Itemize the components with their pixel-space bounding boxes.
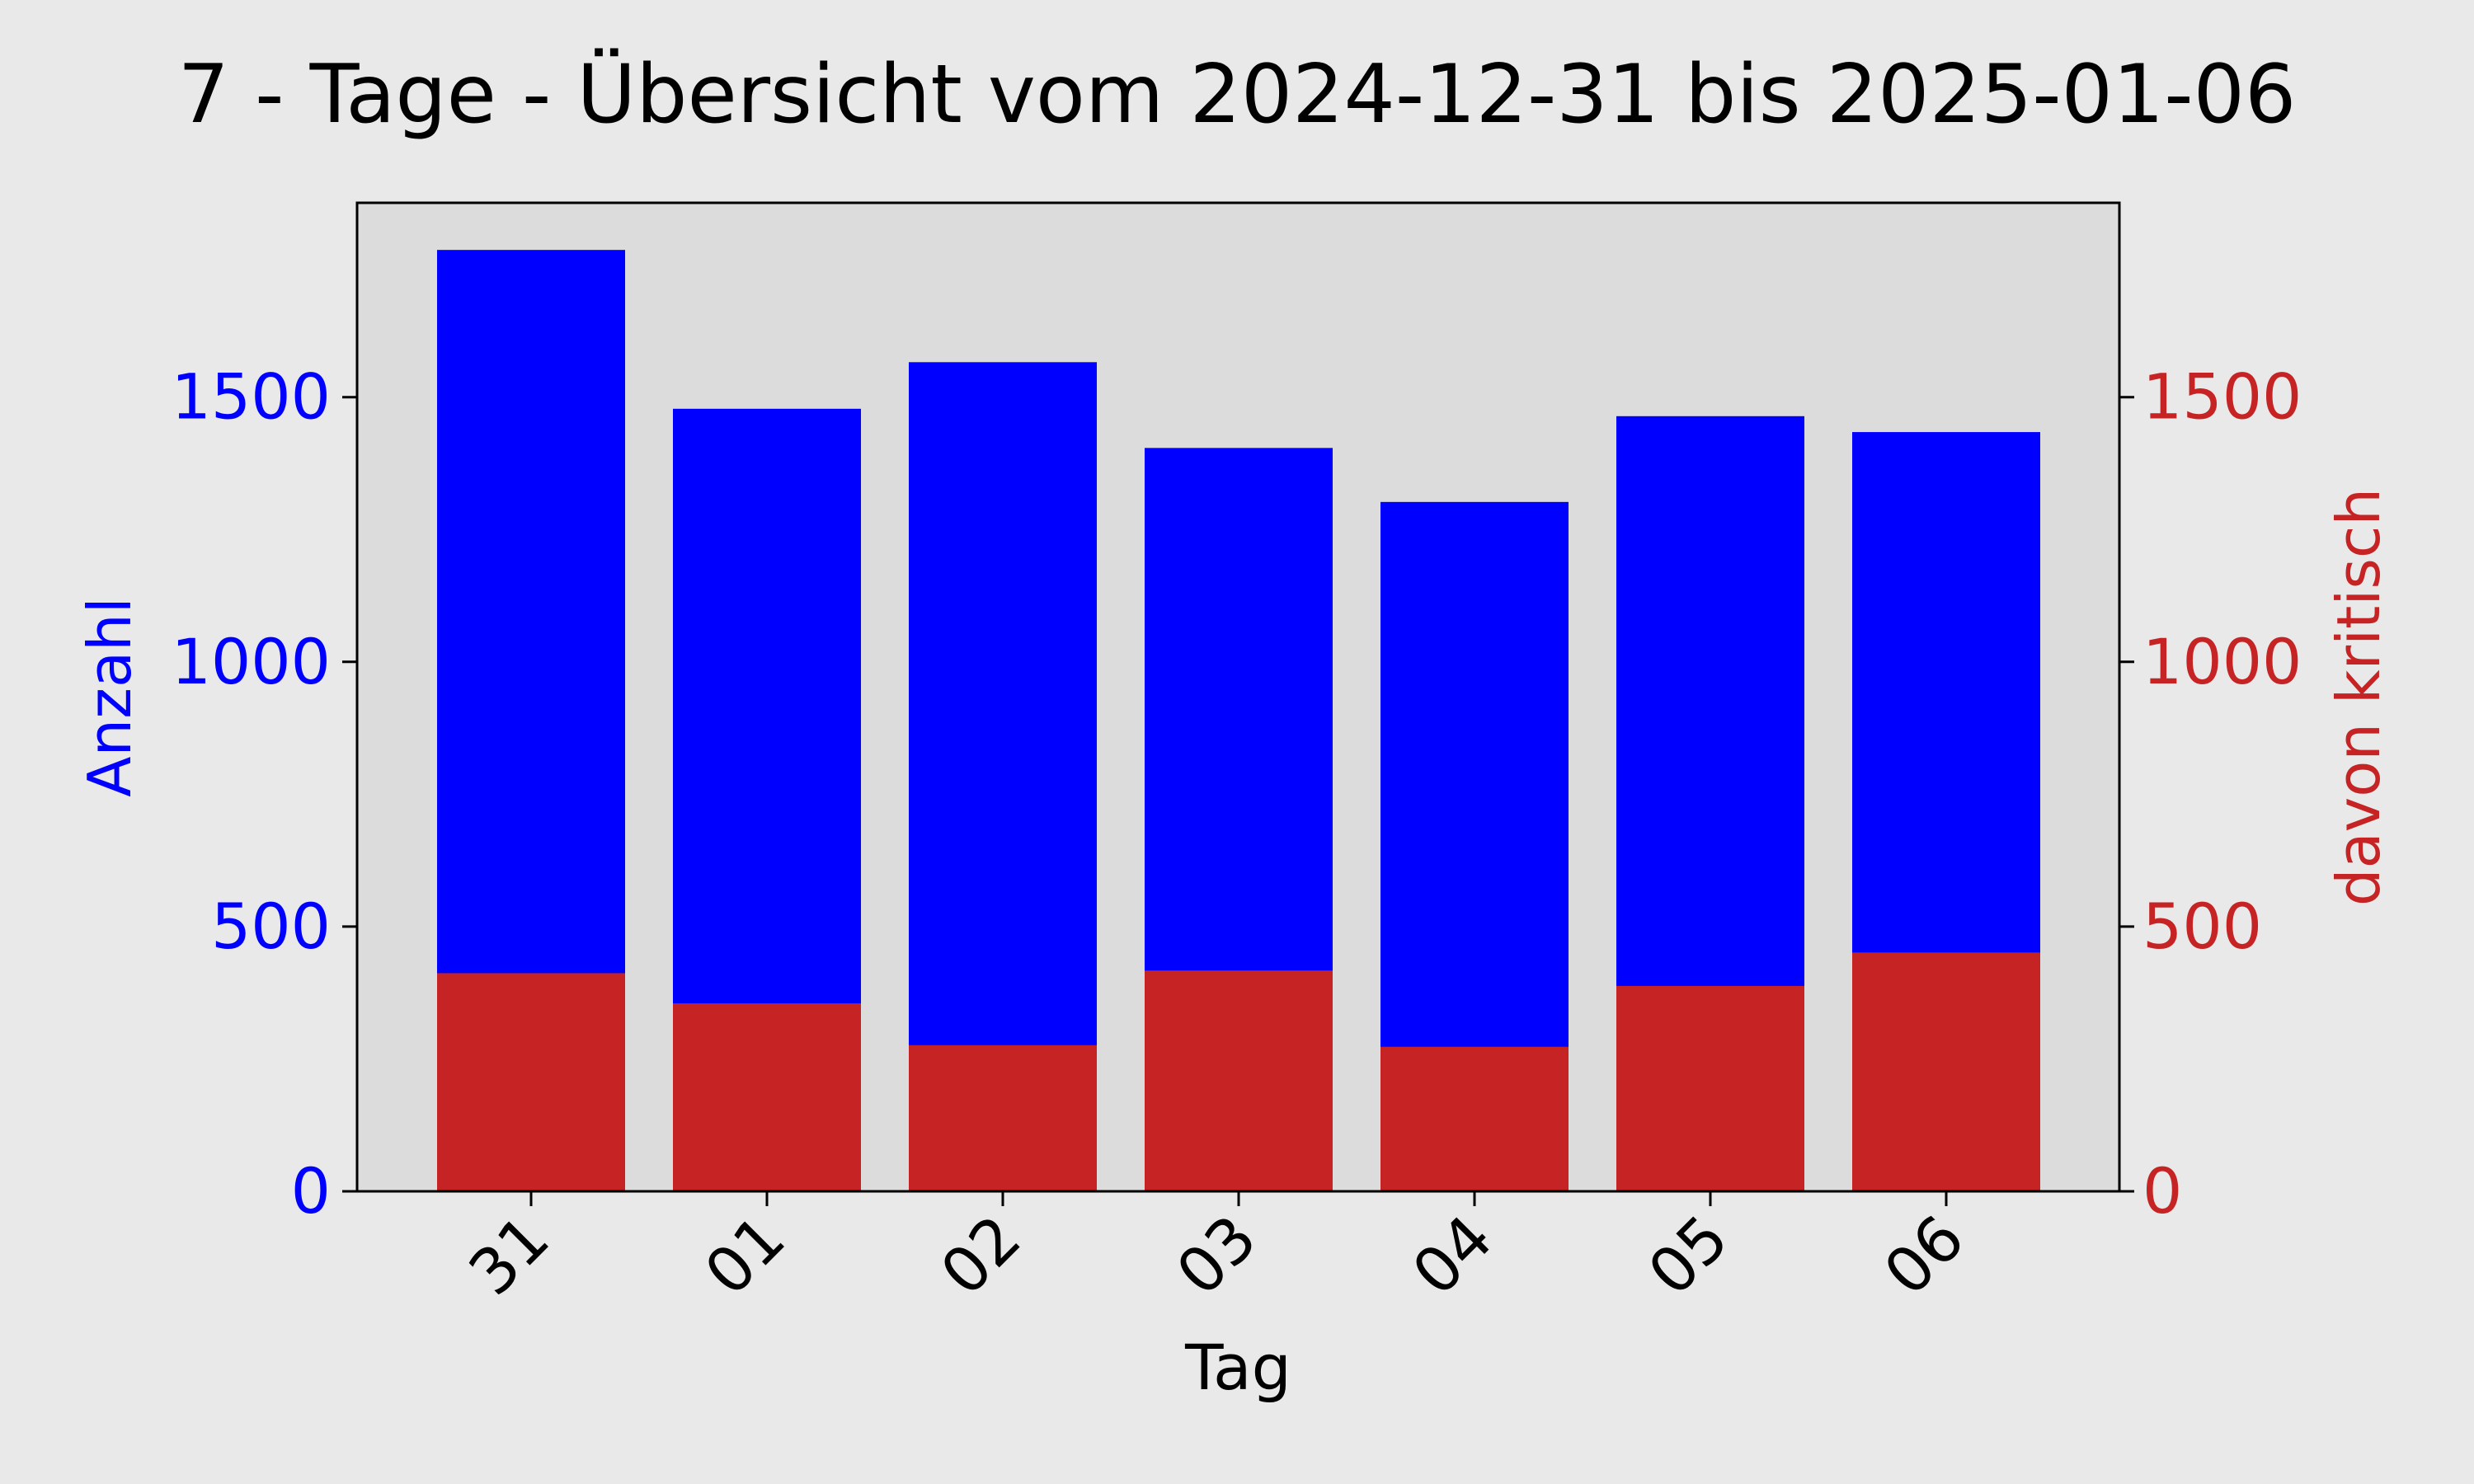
bar-kritisch-04: [1380, 1046, 1569, 1191]
left-y-axis: 0 500 1000 1500: [172, 360, 357, 1228]
left-tick-label: 0: [291, 1154, 331, 1228]
right-tick-label: 0: [2142, 1154, 2182, 1228]
left-tick-label: 500: [211, 890, 331, 963]
right-tick-label: 1000: [2142, 625, 2302, 698]
right-tick-label: 1500: [2142, 360, 2302, 434]
y-axis-label-right: davon kritisch: [2324, 488, 2393, 906]
right-y-axis: 0 500 1000 1500: [2119, 360, 2302, 1228]
bar-kritisch-01: [673, 1003, 861, 1191]
right-tick-label: 500: [2142, 890, 2262, 963]
bar-kritisch-02: [909, 1045, 1097, 1191]
bar-kritisch-31: [437, 973, 625, 1191]
kritisch-bars: [437, 952, 2040, 1191]
bar-kritisch-06: [1852, 952, 2040, 1191]
x-axis-label: Tag: [1184, 1331, 1291, 1404]
y-axis-label-left: Anzahl: [75, 597, 144, 796]
bar-kritisch-03: [1145, 970, 1333, 1191]
left-tick-label: 1000: [172, 625, 331, 698]
bar-kritisch-05: [1616, 985, 1804, 1191]
left-tick-label: 1500: [172, 360, 331, 434]
chart-title: 7 - Tage - Übersicht vom 2024-12-31 bis …: [178, 48, 2297, 142]
